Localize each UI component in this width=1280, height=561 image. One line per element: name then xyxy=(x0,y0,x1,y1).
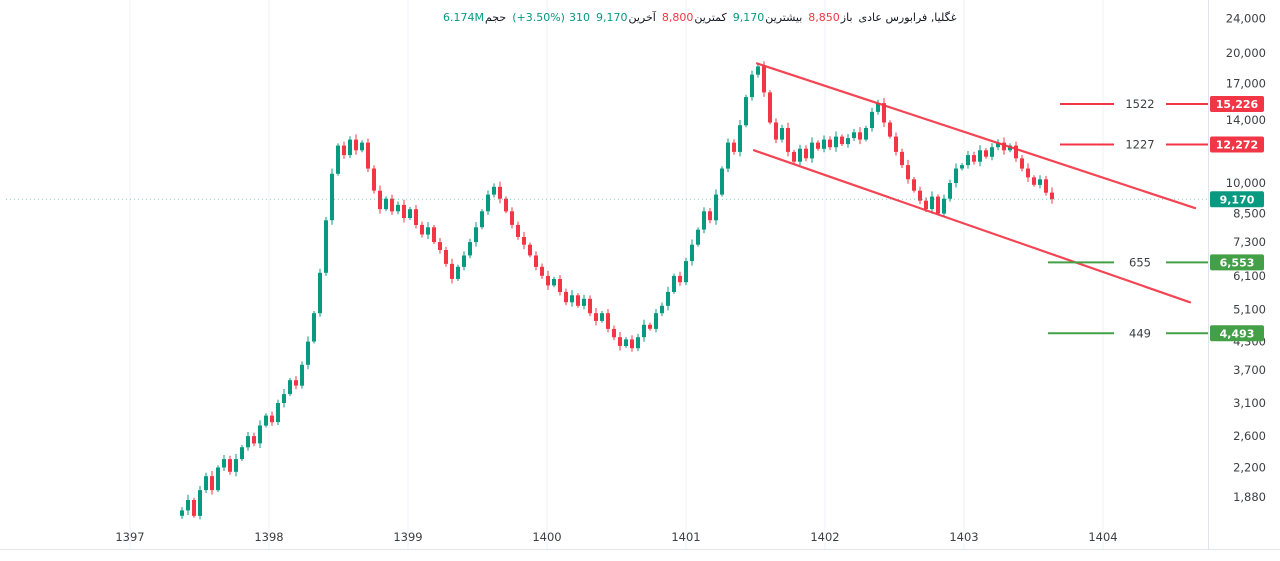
svg-text:9,170: 9,170 xyxy=(1220,193,1255,206)
year-label-1400: 1400 xyxy=(532,530,561,544)
gridlines xyxy=(129,0,1104,549)
legend-open-value: 8,850 xyxy=(808,11,840,24)
svg-text:3,700: 3,700 xyxy=(1233,363,1266,377)
time-axis[interactable]: 1397 1398 1399 1400 1401 1402 1403 1404 xyxy=(115,530,1117,544)
svg-text:4,493: 4,493 xyxy=(1220,327,1255,340)
legend-high-value: 9,170 xyxy=(732,11,765,24)
level-label-1522[interactable]: 1522 xyxy=(1125,97,1154,111)
svg-text:2,600: 2,600 xyxy=(1233,429,1266,443)
legend-low-value: 8,800 xyxy=(661,11,694,24)
legend-change-percent: (+3.50%) xyxy=(512,11,565,24)
price-badges: 15,226 12,272 6,553 4,493 9,170 xyxy=(1210,96,1264,342)
trend-channel[interactable] xyxy=(752,62,1197,304)
price-axis[interactable]: 24,000 20,000 17,000 14,000 10,000 8,500 7,300… xyxy=(1226,12,1266,504)
svg-text:15,226: 15,226 xyxy=(1216,98,1259,111)
svg-text:12,272: 12,272 xyxy=(1216,139,1258,152)
level-label-1227[interactable]: 1227 xyxy=(1125,138,1154,152)
legend-volume-value: 6.174M xyxy=(443,11,484,24)
level-badge-449 xyxy=(1210,325,1264,342)
svg-text:5,100: 5,100 xyxy=(1233,302,1266,316)
legend-low-label: کمترین xyxy=(694,11,727,24)
ohlc-legend: 6.174M حجم (+3.50%) 310 9,170 آخرین 8,80… xyxy=(443,9,956,27)
svg-text:17,000: 17,000 xyxy=(1226,76,1266,90)
svg-text:3,100: 3,100 xyxy=(1233,396,1266,410)
level-badge-655 xyxy=(1210,254,1264,271)
legend-symbol-name[interactable]: غگلیا, فرابورس عادی xyxy=(858,11,957,24)
legend-last-label: آخرین xyxy=(628,11,656,24)
svg-text:10,000: 10,000 xyxy=(1226,176,1266,190)
legend-high-label: بیشترین xyxy=(765,11,803,24)
level-lines[interactable]: 1522 1227 655 449 xyxy=(1048,97,1208,340)
year-label-1402: 1402 xyxy=(810,530,839,544)
year-label-1398: 1398 xyxy=(254,530,283,544)
year-label-1404: 1404 xyxy=(1088,530,1117,544)
svg-text:7,300: 7,300 xyxy=(1233,235,1266,249)
svg-text:8,500: 8,500 xyxy=(1233,207,1266,221)
level-badge-1227 xyxy=(1210,136,1264,153)
year-label-1401: 1401 xyxy=(671,530,700,544)
svg-text:24,000: 24,000 xyxy=(1226,12,1266,26)
level-label-449[interactable]: 449 xyxy=(1129,326,1151,340)
legend-change-value: 310 xyxy=(568,11,590,24)
svg-text:14,000: 14,000 xyxy=(1226,113,1266,127)
legend-last-value: 9,170 xyxy=(595,11,628,24)
current-price-badge xyxy=(1210,191,1264,208)
year-label-1403: 1403 xyxy=(949,530,978,544)
level-label-655[interactable]: 655 xyxy=(1129,255,1151,269)
svg-text:1,880: 1,880 xyxy=(1233,490,1266,504)
svg-text:6,100: 6,100 xyxy=(1233,269,1266,283)
legend-volume-label: حجم xyxy=(484,11,507,24)
year-label-1397: 1397 xyxy=(115,530,144,544)
svg-text:2,200: 2,200 xyxy=(1233,460,1266,474)
candlestick-series xyxy=(180,61,1054,520)
year-label-1399: 1399 xyxy=(393,530,422,544)
level-badge-1522 xyxy=(1210,96,1264,112)
svg-text:6,553: 6,553 xyxy=(1220,256,1255,269)
svg-text:20,000: 20,000 xyxy=(1226,46,1266,60)
legend-open-label: باز xyxy=(840,11,853,24)
